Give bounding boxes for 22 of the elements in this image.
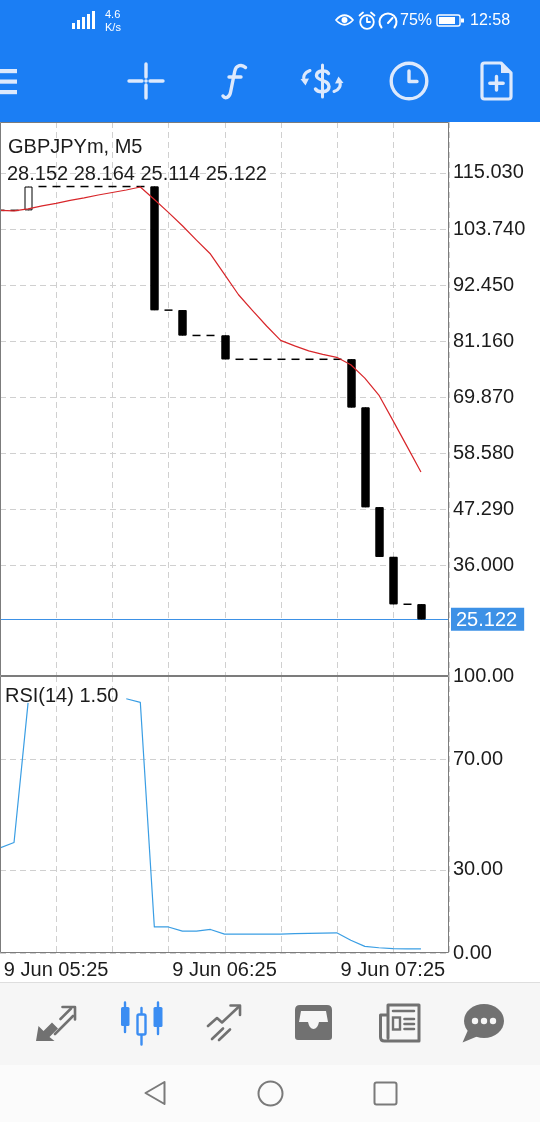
y-tick-label: 103.740 [453, 216, 526, 239]
y-tick-label: 70.00 [453, 746, 504, 769]
chart-title: RSI(14) 1.50 [5, 684, 119, 706]
y-tick-label: 58.580 [453, 440, 515, 463]
y-tick-label: 69.870 [453, 384, 515, 407]
x-tick-label: 9 Jun 06:25 [172, 957, 277, 980]
y-tick-label: 47.290 [453, 496, 515, 519]
y-tick-label: 36.000 [453, 552, 515, 575]
y-tick-label: 100.00 [453, 663, 515, 686]
y-tick-label: 0.00 [453, 940, 492, 963]
x-tick-label: 9 Jun 07:25 [340, 957, 446, 980]
y-tick-label: 92.450 [453, 272, 515, 295]
x-tick-label: 9 Jun 05:25 [3, 957, 109, 980]
y-tick-label: 115.030 [453, 160, 524, 183]
text: 12:58 [470, 11, 511, 29]
text: GBPJPYm, M5 [8, 135, 143, 157]
text: 4.6 K/s [105, 8, 121, 34]
y-tick-label: 30.00 [453, 857, 504, 880]
text: 75% [400, 11, 433, 29]
text: 28.152 28.164 25.114 25.122 [7, 162, 267, 184]
y-tick-label: 81.160 [453, 328, 515, 351]
ref-line-label: 25.122 [456, 607, 518, 630]
